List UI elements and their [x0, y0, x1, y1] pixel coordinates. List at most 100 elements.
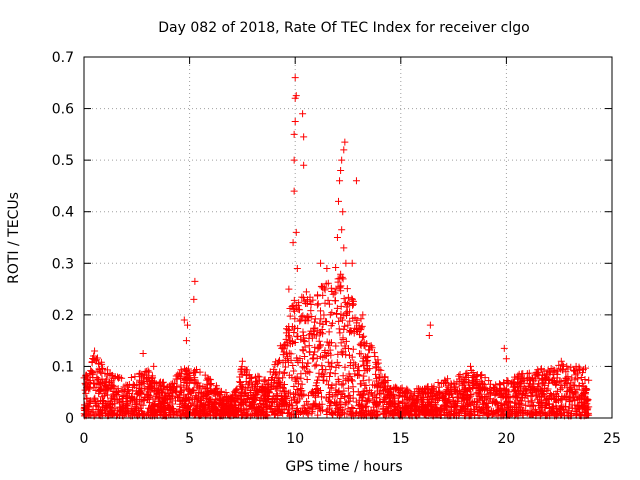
data-point — [109, 411, 117, 419]
data-point — [352, 177, 360, 185]
data-point — [361, 387, 369, 395]
data-point — [218, 401, 226, 409]
data-point — [342, 259, 350, 267]
axis-ticks — [83, 56, 613, 419]
data-point — [335, 362, 343, 370]
data-point — [348, 353, 356, 361]
data-point — [290, 382, 298, 390]
data-point — [367, 409, 375, 417]
data-point — [298, 392, 306, 400]
data-point — [531, 405, 539, 413]
x-axis-label: GPS time / hours — [285, 459, 402, 475]
data-point — [299, 328, 307, 336]
data-point — [397, 385, 405, 393]
data-point — [81, 386, 89, 394]
data-point — [311, 318, 319, 326]
data-point — [451, 406, 459, 414]
data-point — [530, 402, 538, 410]
data-point — [162, 394, 170, 402]
data-point — [311, 315, 319, 323]
data-point — [578, 392, 586, 400]
data-point — [176, 387, 184, 395]
data-point — [144, 386, 152, 394]
data-point — [451, 383, 459, 391]
data-point — [334, 197, 342, 205]
x-tick-label: 10 — [286, 431, 304, 447]
data-point — [98, 406, 106, 414]
data-point — [184, 367, 192, 375]
data-point — [292, 92, 300, 100]
data-point — [483, 386, 491, 394]
data-point — [542, 395, 550, 403]
plot-border — [83, 56, 613, 419]
data-point — [577, 374, 585, 382]
data-point — [537, 365, 545, 373]
data-point — [552, 367, 560, 375]
data-point — [207, 407, 215, 415]
data-point — [313, 292, 321, 300]
data-point — [303, 375, 311, 383]
data-point — [418, 393, 426, 401]
data-point — [369, 381, 377, 389]
data-point — [331, 370, 339, 378]
data-point — [90, 379, 98, 387]
y-tick-label: 0.7 — [52, 50, 74, 66]
data-point — [121, 388, 129, 396]
data-point — [527, 393, 535, 401]
data-point — [309, 401, 317, 409]
data-point — [340, 325, 348, 333]
data-point — [464, 400, 472, 408]
data-point — [301, 352, 309, 360]
data-point — [332, 380, 340, 388]
data-point — [206, 376, 214, 384]
data-point — [166, 386, 174, 394]
data-point — [581, 388, 589, 396]
data-point — [89, 408, 97, 416]
data-point — [331, 297, 339, 305]
data-point — [177, 397, 185, 405]
data-point — [548, 377, 556, 385]
data-point — [287, 396, 295, 404]
data-point — [351, 314, 359, 322]
data-point — [246, 386, 254, 394]
data-point — [374, 356, 382, 364]
data-point — [236, 373, 244, 381]
data-point — [106, 407, 114, 415]
data-point — [386, 385, 394, 393]
data-point — [333, 234, 341, 241]
data-point — [128, 394, 136, 402]
data-point — [381, 394, 389, 402]
data-point — [516, 403, 524, 411]
data-point — [496, 381, 504, 389]
data-point — [219, 407, 227, 415]
data-point — [271, 394, 279, 402]
data-point — [373, 394, 381, 402]
data-point — [137, 401, 145, 409]
data-point — [478, 380, 486, 388]
data-point — [558, 366, 566, 374]
data-point — [336, 274, 344, 282]
data-point — [405, 410, 413, 418]
data-point — [444, 384, 452, 392]
data-point — [534, 366, 542, 374]
data-point — [245, 379, 253, 387]
data-point — [339, 380, 347, 388]
data-point — [327, 284, 335, 292]
data-point — [534, 380, 542, 388]
data-point — [83, 375, 91, 383]
data-point — [195, 388, 203, 396]
data-point — [302, 317, 310, 325]
data-point — [572, 371, 580, 379]
data-point — [317, 307, 325, 315]
data-point — [342, 399, 350, 407]
data-point — [498, 407, 506, 415]
data-point — [322, 352, 330, 360]
data-point — [283, 401, 291, 409]
data-point — [328, 309, 336, 317]
data-point — [145, 373, 153, 381]
data-point — [519, 410, 527, 418]
data-point — [247, 374, 255, 382]
data-point — [103, 402, 111, 410]
data-point — [141, 368, 149, 376]
data-point — [288, 303, 296, 311]
